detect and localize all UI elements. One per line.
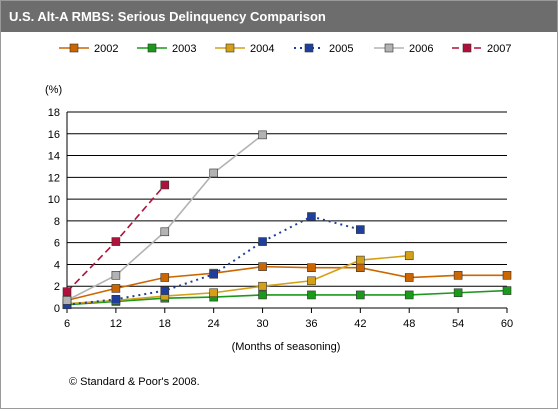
x-axis-label: (Months of seasoning) bbox=[232, 341, 341, 353]
data-point-2003 bbox=[404, 290, 414, 300]
data-point-2007 bbox=[111, 237, 121, 246]
data-point-2005 bbox=[111, 294, 121, 304]
legend-label: 2003 bbox=[172, 43, 196, 55]
data-point-2002 bbox=[258, 262, 267, 271]
x-tick-label: 18 bbox=[159, 318, 171, 330]
legend-label: 2006 bbox=[409, 43, 433, 55]
grid bbox=[67, 111, 507, 309]
data-point-2002 bbox=[453, 271, 463, 280]
data-point-2007 bbox=[160, 180, 170, 190]
x-tick-label: 60 bbox=[501, 318, 513, 330]
legend-marker-2006 bbox=[384, 43, 394, 53]
data-point-2004 bbox=[307, 276, 316, 286]
legend-marker-2003 bbox=[147, 43, 157, 53]
legend-marker-2002 bbox=[69, 43, 79, 53]
legend-marker-2005 bbox=[304, 43, 314, 53]
y-tick-label: 14 bbox=[48, 151, 60, 163]
data-point-2002 bbox=[502, 271, 512, 280]
x-tick-label: 42 bbox=[354, 318, 366, 330]
data-point-2002 bbox=[160, 273, 170, 282]
data-point-2002 bbox=[307, 263, 316, 273]
legend-label: 2004 bbox=[250, 43, 274, 55]
title-bar: U.S. Alt-A RMBS: Serious Delinquency Com… bbox=[1, 1, 557, 32]
data-point-2006 bbox=[258, 130, 267, 140]
x-tick-label: 30 bbox=[256, 318, 268, 330]
data-point-2003 bbox=[258, 290, 267, 300]
data-point-2003 bbox=[356, 290, 365, 300]
y-tick-label: 18 bbox=[48, 107, 60, 119]
legend-marker-2004 bbox=[225, 43, 235, 53]
y-tick-label: 12 bbox=[48, 172, 60, 184]
data-point-2006 bbox=[209, 168, 218, 178]
data-point-2004 bbox=[356, 255, 365, 265]
data-point-2005 bbox=[160, 286, 170, 295]
y-tick-label: 16 bbox=[48, 129, 60, 141]
data-point-2005 bbox=[258, 237, 267, 246]
legend-label: 2007 bbox=[487, 43, 511, 55]
x-tick-label: 54 bbox=[452, 318, 464, 330]
data-point-2002 bbox=[111, 284, 121, 293]
legend: 2002 2003 2004 2005 2006 2007 bbox=[59, 43, 511, 55]
series-group bbox=[62, 130, 512, 310]
x-tick-label: 6 bbox=[64, 318, 70, 330]
chart-title: U.S. Alt-A RMBS: Serious Delinquency Com… bbox=[9, 9, 326, 24]
y-tick-label: 6 bbox=[54, 238, 60, 250]
data-point-2004 bbox=[404, 251, 414, 261]
data-point-2003 bbox=[453, 288, 463, 298]
series-line-2004 bbox=[66, 254, 410, 305]
series-line-2003 bbox=[66, 289, 508, 306]
data-point-2002 bbox=[356, 263, 365, 273]
data-point-2003 bbox=[502, 286, 512, 295]
data-point-2003 bbox=[307, 290, 316, 300]
data-point-2002 bbox=[404, 273, 414, 282]
legend-label: 2002 bbox=[94, 43, 118, 55]
data-point-2006 bbox=[111, 271, 121, 280]
chart-svg: 2002 2003 2004 2005 2006 2007 (%) 02468101214… bbox=[45, 43, 513, 353]
x-tick-label: 24 bbox=[208, 318, 220, 330]
x-tick-label: 48 bbox=[403, 318, 415, 330]
data-point-2005 bbox=[356, 225, 365, 234]
x-ticks: 6 12 18 24 30 36 42 48 54 60 bbox=[64, 318, 513, 330]
legend-marker-2007 bbox=[462, 43, 472, 53]
data-point-2004 bbox=[209, 288, 218, 298]
y-tick-label: 4 bbox=[54, 259, 60, 271]
y-tick-label: 10 bbox=[48, 194, 60, 206]
y-tick-label: 0 bbox=[54, 303, 60, 315]
legend-label: 2005 bbox=[329, 43, 353, 55]
data-point-2006 bbox=[62, 296, 72, 305]
y-tick-label: 2 bbox=[54, 281, 60, 293]
y-ticks: 0 2 4 6 8 10 12 14 16 18 bbox=[48, 107, 60, 315]
data-point-2004 bbox=[258, 281, 267, 291]
y-tick-label: 8 bbox=[54, 216, 60, 228]
x-tick-label: 36 bbox=[305, 318, 317, 330]
data-point-2005 bbox=[209, 269, 218, 279]
series-line-2002 bbox=[66, 265, 507, 302]
data-point-2007 bbox=[62, 287, 72, 296]
data-point-2005 bbox=[307, 212, 316, 221]
x-tick-label: 12 bbox=[110, 318, 122, 330]
copyright-footer: © Standard & Poor's 2008. bbox=[69, 376, 200, 388]
y-axis-label: (%) bbox=[45, 84, 62, 96]
data-point-2006 bbox=[160, 227, 170, 237]
